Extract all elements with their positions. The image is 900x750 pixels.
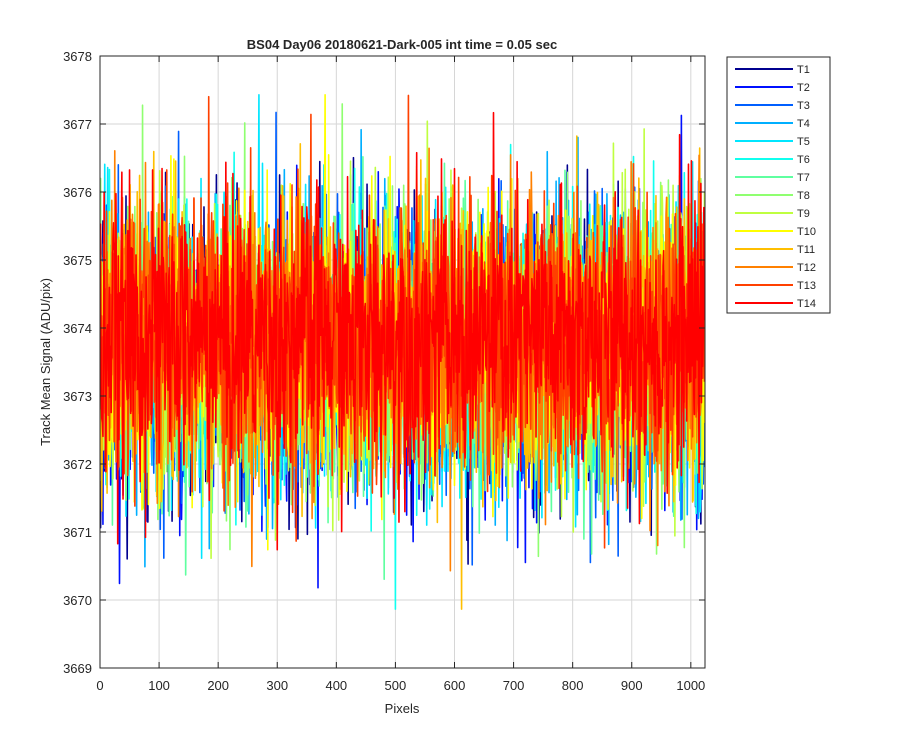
legend-label: T13 [797,280,816,292]
legend-label: T1 [797,64,810,76]
x-tick-label: 700 [503,678,525,693]
legend-label: T6 [797,154,810,166]
y-axis-label: Track Mean Signal (ADU/pix) [38,278,53,446]
legend-label: T14 [797,298,816,310]
y-tick-label: 3676 [63,185,92,200]
legend-label: T9 [797,208,810,220]
legend: T1 T2 T3 T4 T5 T6 T7 T8 T9 T10 T11 T12 T13 T14 [726,56,831,314]
legend-box [726,56,831,314]
y-tick-label: 3674 [63,321,92,336]
chart-title: BS04 Day06 20180621-Dark-005 int time = … [247,37,557,52]
series-line-t14 [100,111,705,551]
x-tick-label: 300 [266,678,288,693]
y-tick-label: 3672 [63,457,92,472]
y-tick-label: 3678 [63,49,92,64]
x-tick-label: 900 [621,678,643,693]
legend-label: T5 [797,136,810,148]
y-tick-label: 3669 [63,661,92,676]
x-tick-label: 0 [96,678,103,693]
x-tick-label: 500 [385,678,407,693]
x-tick-label: 800 [562,678,584,693]
legend-label: T8 [797,190,810,202]
legend-label: T2 [797,82,810,94]
x-tick-label: 400 [325,678,347,693]
y-tick-label: 3677 [63,117,92,132]
series-line-t13 [100,94,705,549]
legend-label: T3 [797,100,810,112]
legend-label: T4 [797,118,810,130]
y-tick-label: 3671 [63,525,92,540]
x-tick-label: 200 [207,678,229,693]
axes-box [99,55,706,669]
axis-ticks: 0 100 200 300 400 500 600 700 800 900 1000 3669 3670… [63,49,705,693]
x-axis-label: Pixels [385,701,420,716]
y-tick-label: 3675 [63,253,92,268]
legend-label: T12 [797,262,816,274]
x-tick-label: 1000 [676,678,705,693]
series-lines [100,93,705,610]
y-tick-label: 3673 [63,389,92,404]
x-tick-label: 100 [148,678,170,693]
x-tick-label: 600 [444,678,466,693]
legend-label: T7 [797,172,810,184]
legend-label: T10 [797,226,816,238]
legend-label: T11 [797,244,815,256]
y-tick-label: 3670 [63,593,92,608]
